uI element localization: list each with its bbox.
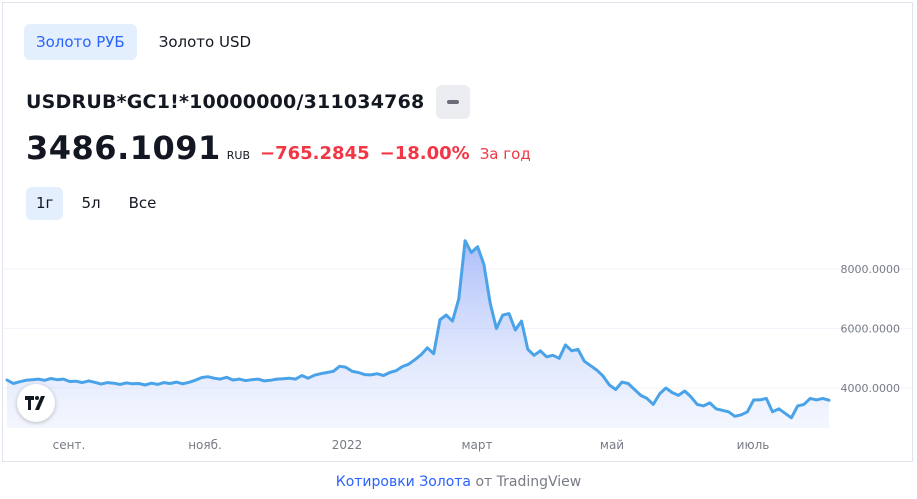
- change-period: За год: [479, 145, 531, 163]
- x-tick-label: май: [600, 438, 624, 452]
- tradingview-logo-icon[interactable]: [17, 384, 55, 422]
- x-tick-label: сент.: [53, 438, 86, 452]
- symbol-row: USDRUB*GC1!*10000000/311034768: [26, 85, 471, 119]
- price-change: −765.2845: [260, 143, 370, 164]
- y-tick-label: 8000.0000: [841, 263, 901, 276]
- quotes-link[interactable]: Котировки Золота: [335, 474, 472, 490]
- tab-gold-usd[interactable]: Золото USD: [158, 33, 252, 51]
- collapse-button[interactable]: [436, 85, 471, 119]
- instrument-tabs: Золото РУБ Золото USD: [24, 24, 263, 60]
- range-all[interactable]: Все: [128, 194, 157, 212]
- y-tick-label: 6000.0000: [841, 323, 901, 336]
- x-tick-label: 2022: [332, 438, 363, 452]
- range-selector: 1г 5л Все: [26, 187, 166, 220]
- x-tick-label: июль: [737, 438, 770, 452]
- chart-widget: 8000.0000 6000.0000 4000.0000 сент. нояб. 202…: [2, 2, 913, 462]
- symbol-name: USDRUB*GC1!*10000000/311034768: [26, 91, 425, 113]
- x-tick-label: нояб.: [188, 438, 222, 452]
- attribution-suffix: от TradingView: [475, 474, 582, 490]
- price-row: 3486.1091 RUB −765.2845 −18.00% За год: [26, 129, 531, 167]
- y-tick-label: 4000.0000: [841, 382, 901, 395]
- last-price: 3486.1091: [26, 129, 221, 167]
- range-1y[interactable]: 1г: [26, 187, 64, 220]
- range-5y[interactable]: 5л: [81, 194, 101, 212]
- tradingview-logo-glyph: [25, 396, 45, 410]
- x-tick-label: март: [461, 438, 492, 452]
- series-area: [7, 240, 829, 428]
- price-change-percent: −18.00%: [379, 143, 470, 164]
- footer-attribution: Котировки Золота от TradingView: [0, 474, 917, 490]
- tab-gold-rub[interactable]: Золото РУБ: [24, 24, 137, 60]
- minus-icon: [447, 100, 460, 104]
- series-line: [5, 239, 831, 420]
- currency-label: RUB: [226, 149, 251, 162]
- price-chart[interactable]: 8000.0000 6000.0000 4000.0000 сент. нояб. 202…: [3, 3, 913, 462]
